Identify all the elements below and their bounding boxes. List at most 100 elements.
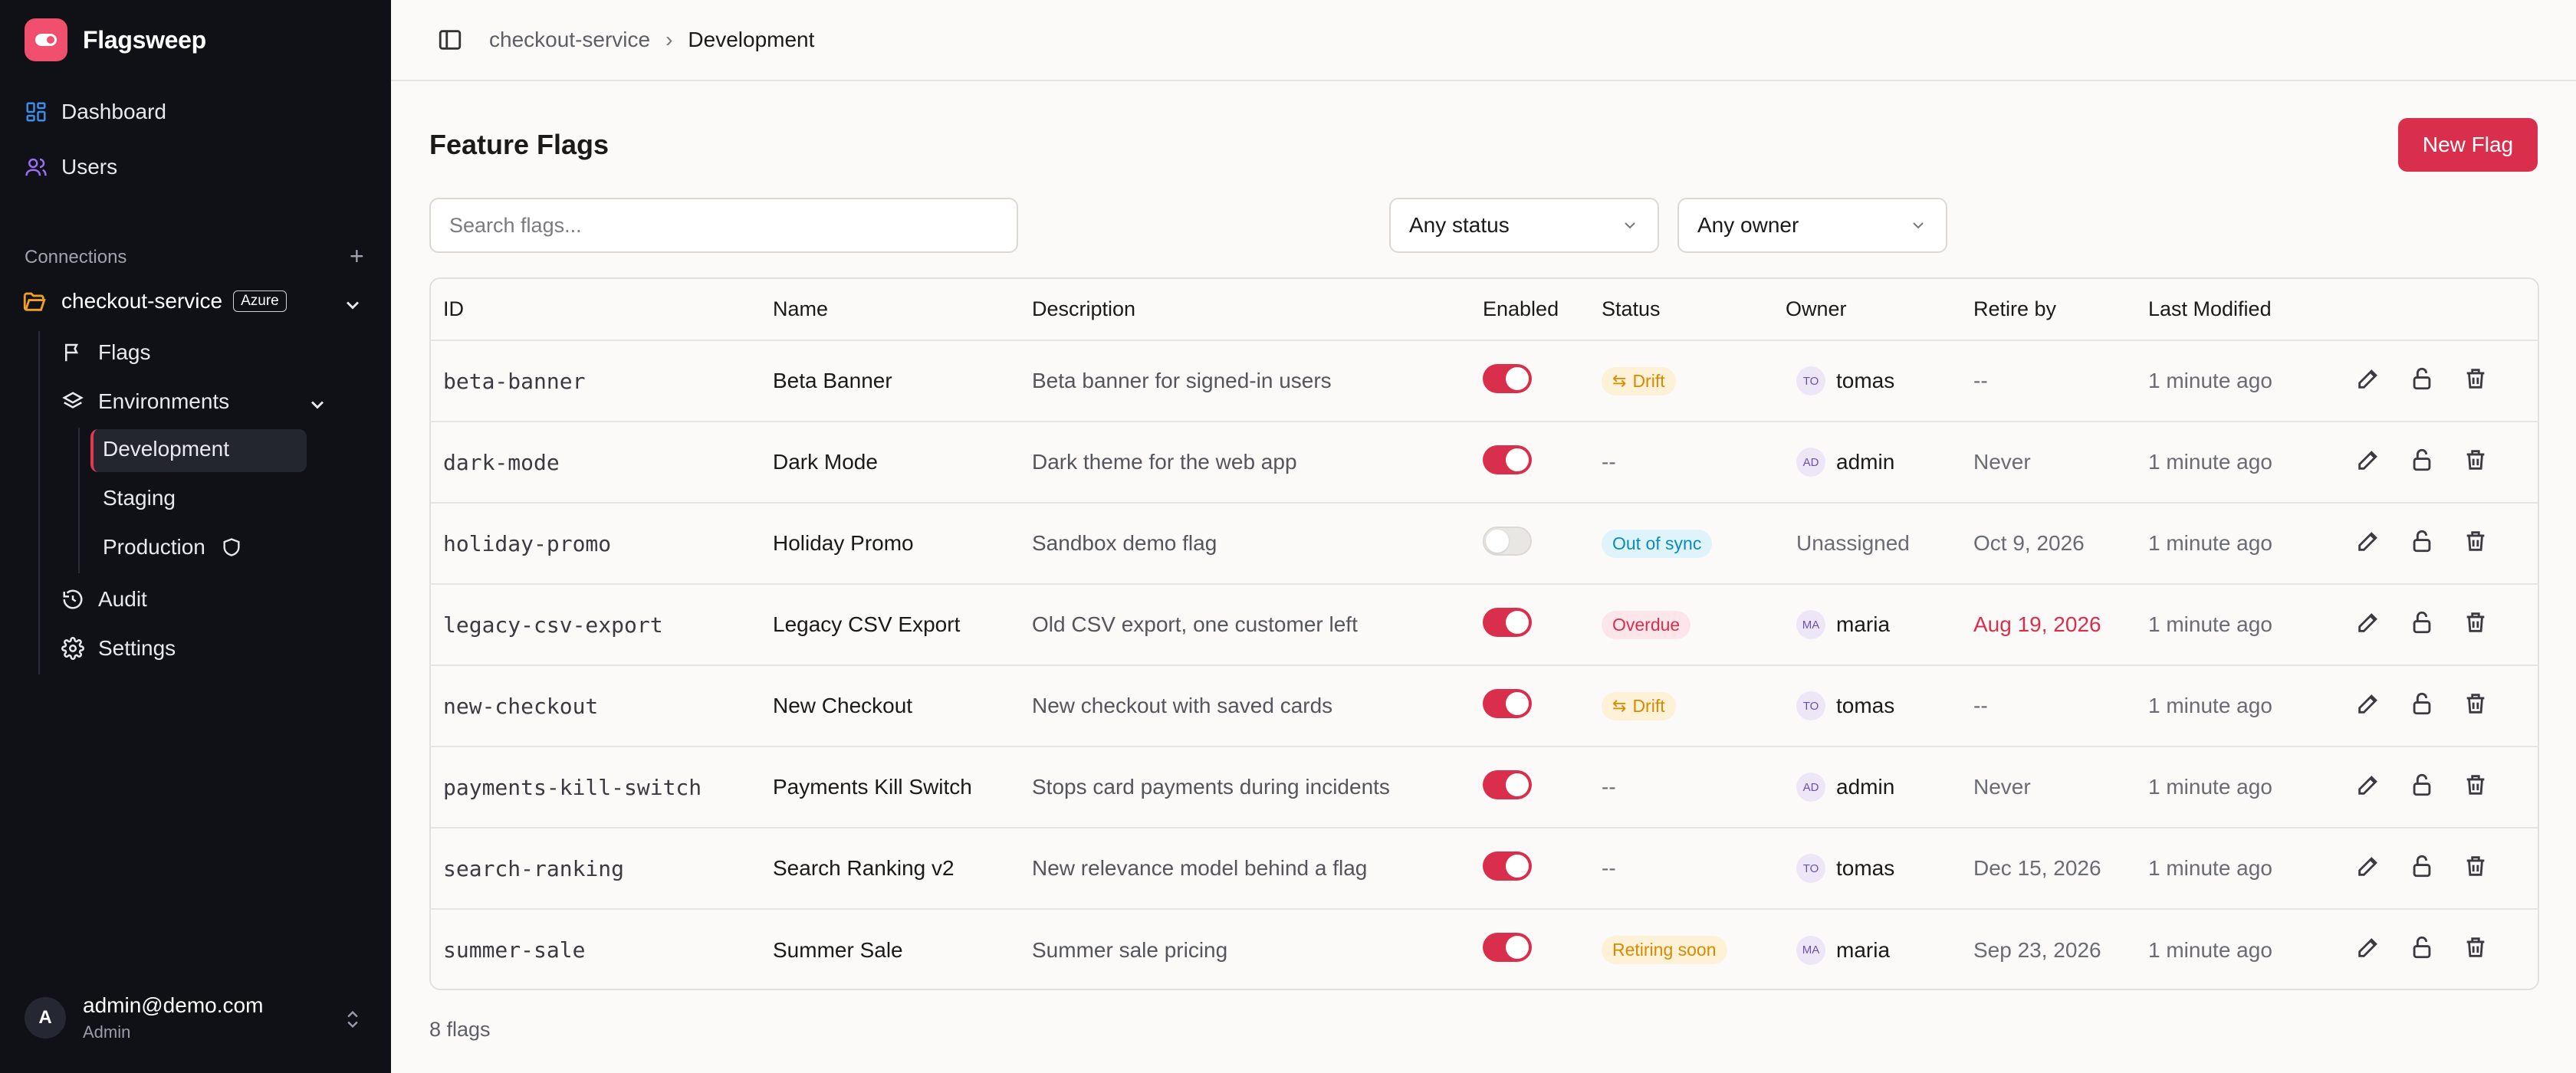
- lock-button[interactable]: [2409, 934, 2435, 966]
- trash-icon: [2466, 612, 2485, 632]
- column-header-last-modified[interactable]: Last Modified: [2136, 279, 2343, 341]
- sidebar-item-flags[interactable]: Flags: [61, 340, 150, 365]
- enabled-toggle[interactable]: [1483, 688, 1532, 718]
- lock-button[interactable]: [2409, 853, 2435, 884]
- enabled-toggle[interactable]: [1483, 526, 1532, 556]
- table-row[interactable]: new-checkout New Checkout New checkout wit…: [431, 665, 2538, 747]
- actions-cell: [2343, 828, 2538, 910]
- add-connection-icon[interactable]: +: [350, 242, 364, 270]
- status-badge-label: Out of sync: [1612, 533, 1702, 553]
- status-filter-select[interactable]: Any status: [1389, 198, 1659, 253]
- edit-button[interactable]: [2355, 528, 2381, 559]
- enabled-toggle[interactable]: [1483, 607, 1532, 637]
- owner-filter-select[interactable]: Any owner: [1677, 198, 1947, 253]
- sidebar-item-settings[interactable]: Settings: [61, 636, 176, 661]
- enabled-toggle[interactable]: [1483, 933, 1532, 962]
- flag-name: Summer Sale: [773, 937, 903, 962]
- retire-by: Sep 23, 2026: [1973, 937, 2101, 962]
- status-cell: --: [1589, 828, 1773, 910]
- enabled-cell: [1470, 828, 1589, 910]
- delete-button[interactable]: [2463, 934, 2489, 966]
- enabled-cell: [1470, 422, 1589, 504]
- env-production[interactable]: Production: [103, 535, 242, 559]
- lock-button[interactable]: [2409, 528, 2435, 559]
- connections-label: Connections: [25, 247, 127, 267]
- column-header-retire-by[interactable]: Retire by: [1961, 279, 2136, 341]
- edit-button[interactable]: [2355, 853, 2381, 884]
- retire-by: Oct 9, 2026: [1961, 503, 2136, 585]
- enabled-toggle[interactable]: [1483, 851, 1532, 881]
- breadcrumb-parent[interactable]: checkout-service: [489, 28, 651, 51]
- owner-name: maria: [1836, 612, 1891, 636]
- retire-by: Never: [1961, 747, 2136, 829]
- delete-button[interactable]: [2463, 609, 2489, 641]
- delete-button[interactable]: [2463, 691, 2489, 722]
- flag-name: Holiday Promo: [761, 503, 1020, 585]
- owner-name: tomas: [1836, 856, 1895, 880]
- table-row[interactable]: holiday-promo Holiday Promo Sandbox demo f…: [431, 503, 2538, 585]
- enabled-cell: [1470, 584, 1589, 666]
- table-row[interactable]: legacy-csv-export Legacy CSV Export Old CS…: [431, 584, 2538, 666]
- trash-icon: [2466, 937, 2485, 957]
- connection-checkout-service[interactable]: checkout-service Azure: [21, 288, 287, 314]
- main-content: checkout-service › Development Feature F…: [391, 0, 2576, 1073]
- lock-button[interactable]: [2409, 772, 2435, 803]
- edit-button[interactable]: [2355, 609, 2381, 641]
- nav-users-label: Users: [61, 155, 118, 179]
- lock-button[interactable]: [2409, 691, 2435, 722]
- retire-by: --: [1961, 665, 2136, 747]
- new-flag-button[interactable]: New Flag: [2398, 118, 2538, 172]
- edit-button[interactable]: [2355, 772, 2381, 803]
- edit-button[interactable]: [2355, 447, 2381, 478]
- sidebar-toggle-icon[interactable]: [437, 27, 463, 53]
- actions-cell: [2343, 747, 2538, 829]
- delete-button[interactable]: [2463, 772, 2489, 803]
- delete-button[interactable]: [2463, 366, 2489, 397]
- enabled-toggle[interactable]: [1483, 363, 1532, 393]
- status-badge: Overdue: [1602, 610, 1691, 639]
- table-row[interactable]: search-ranking Search Ranking v2 New relev…: [431, 828, 2538, 910]
- column-header-owner[interactable]: Owner: [1773, 279, 1961, 341]
- column-header-status[interactable]: Status: [1589, 279, 1773, 341]
- lock-button[interactable]: [2409, 447, 2435, 478]
- chevrons-up-down-icon[interactable]: [342, 1009, 363, 1030]
- env-development[interactable]: Development: [103, 437, 229, 461]
- enabled-toggle[interactable]: [1483, 769, 1532, 799]
- env-staging[interactable]: Staging: [103, 486, 176, 510]
- delete-button[interactable]: [2463, 853, 2489, 884]
- table-row[interactable]: summer-sale Summer Sale Summer sale pricin…: [431, 909, 2538, 989]
- layers-icon: [62, 392, 84, 409]
- edit-button[interactable]: [2355, 691, 2381, 722]
- chevron-down-icon[interactable]: [307, 394, 328, 415]
- nav-users[interactable]: Users: [25, 155, 117, 179]
- owner-cell: Unassigned: [1773, 503, 1961, 585]
- column-header-name[interactable]: Name: [761, 279, 1020, 341]
- flag-name: New Checkout: [761, 665, 1020, 747]
- delete-button[interactable]: [2463, 528, 2489, 559]
- flag-id: holiday-promo: [431, 503, 761, 585]
- user-menu[interactable]: A admin@demo.com Admin: [25, 993, 263, 1042]
- delete-button[interactable]: [2463, 447, 2489, 478]
- edit-button[interactable]: [2355, 934, 2381, 966]
- lock-button[interactable]: [2409, 366, 2435, 397]
- brand[interactable]: Flagsweep: [25, 18, 206, 61]
- nav-dashboard[interactable]: Dashboard: [25, 100, 166, 124]
- table-row[interactable]: beta-banner Beta Banner Beta banner for si…: [431, 340, 2538, 422]
- chevron-down-icon[interactable]: [342, 294, 363, 316]
- column-header-description[interactable]: Description: [1020, 279, 1470, 341]
- table-row[interactable]: payments-kill-switch Payments Kill Switch…: [431, 747, 2538, 829]
- status-cell: ⇆ Drift: [1589, 665, 1773, 747]
- lock-button[interactable]: [2409, 609, 2435, 641]
- edit-button[interactable]: [2355, 366, 2381, 397]
- sidebar-item-flags-label: Flags: [98, 340, 151, 364]
- edit-icon: [2358, 369, 2377, 389]
- users-icon: [25, 158, 47, 176]
- sidebar-item-audit[interactable]: Audit: [61, 587, 147, 612]
- sidebar-item-environments[interactable]: Environments: [61, 389, 229, 414]
- chevron-down-icon: [1625, 222, 1635, 229]
- column-header-enabled[interactable]: Enabled: [1470, 279, 1589, 341]
- enabled-toggle[interactable]: [1483, 445, 1532, 474]
- column-header-id[interactable]: ID: [431, 279, 761, 341]
- table-row[interactable]: dark-mode Dark Mode Dark theme for the web…: [431, 422, 2538, 504]
- search-input[interactable]: [429, 198, 1018, 253]
